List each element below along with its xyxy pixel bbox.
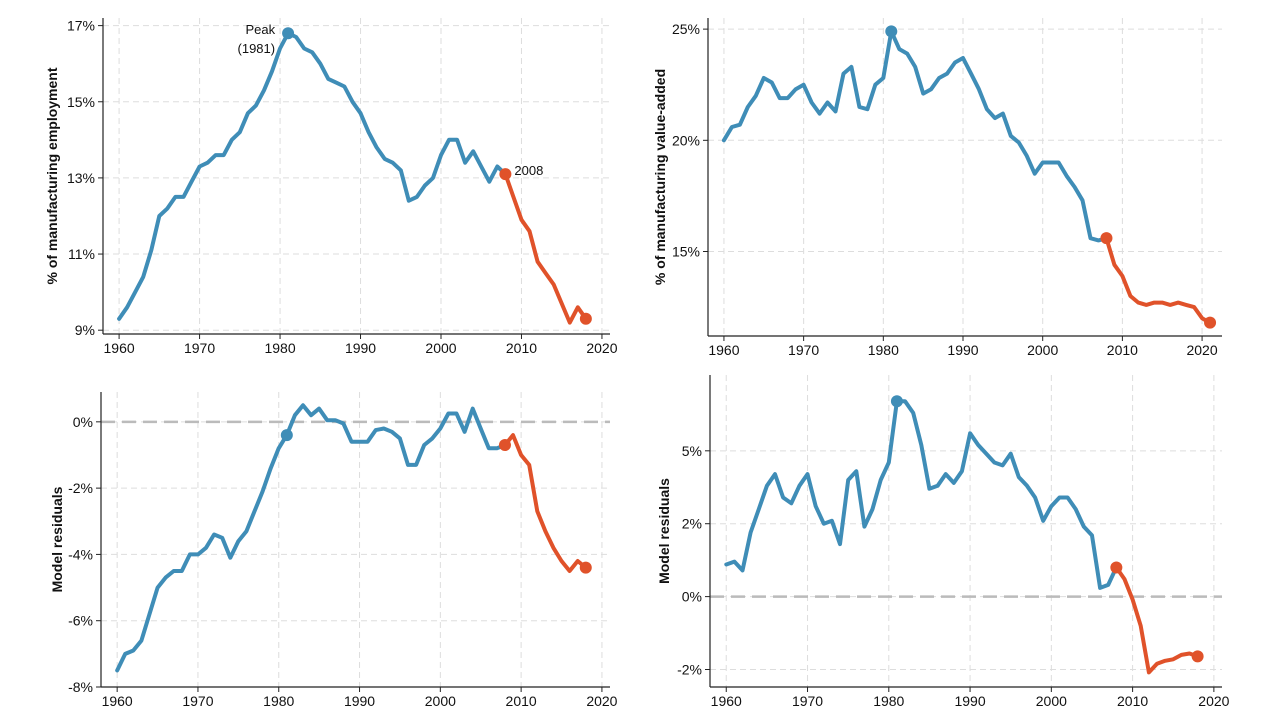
series-line-post-2008 [1104,236,1212,325]
x-tick-label: 2000 [1036,693,1067,709]
x-tick-label: 1980 [264,340,295,356]
highlight-point [890,395,903,408]
x-tick-label: 2010 [506,693,537,709]
x-tick-label: 1980 [263,693,294,709]
x-tick-label: 1970 [184,340,215,356]
y-tick-label: -2% [677,662,702,678]
x-tick-label: 2020 [586,693,617,709]
chart-panel-3: 1960 1970 1980 1990 2000 2010 2020 -8% -6% -4% -2%… [49,392,618,709]
y-axis-title: Model residuals [49,486,65,592]
x-tick-label: 1970 [792,693,823,709]
annotation-label: 2008 [514,163,543,178]
x-tick-label: 1970 [182,693,213,709]
chart-panel-4: 1960 1970 1980 1990 2000 2010 2020 -2% 0% 2% 5% Mod… [656,375,1230,709]
y-tick-label: 25% [672,21,700,37]
y-tick-label: 15% [672,243,700,259]
x-tick-label: 2020 [1186,342,1217,358]
chart-panel-1: 1960 1970 1980 1990 2000 2010 2020 9% 11% 13% 15% 1… [44,18,618,356]
x-tick-label: 1960 [102,693,133,709]
x-tick-label: 2020 [586,340,617,356]
series-line-pre-2008 [117,31,508,321]
x-tick-label: 2010 [1107,342,1138,358]
y-tick-label: 9% [75,322,95,338]
y-tick-label: 20% [672,132,700,148]
x-tick-label: 1990 [954,693,985,709]
x-tick-label: 2000 [425,693,456,709]
series-line-post-2008 [503,433,588,573]
x-tick-label: 1960 [708,342,739,358]
x-tick-label: 2000 [1027,342,1058,358]
highlight-point [1100,232,1113,245]
annotation-label: (1981) [238,41,276,56]
y-tick-label: 17% [67,18,95,34]
x-tick-label: 1980 [873,693,904,709]
series-line-post-2008 [1114,565,1200,675]
x-tick-label: 2010 [1117,693,1148,709]
x-tick-label: 1990 [344,693,375,709]
x-tick-label: 1960 [711,693,742,709]
series-line-pre-2008 [115,403,507,673]
x-tick-label: 1990 [345,340,376,356]
y-tick-label: 0% [73,414,93,430]
y-tick-label: -6% [68,613,93,629]
x-tick-label: 2010 [506,340,537,356]
series-line-post-2008 [503,172,588,325]
y-tick-label: 13% [67,170,95,186]
chart-panel-2: 1960 1970 1980 1990 2000 2010 2020 15% 20% 25% % o… [652,18,1222,358]
y-tick-label: 11% [68,246,95,262]
highlight-point [1191,650,1204,663]
highlight-point [498,439,511,452]
highlight-point [1204,316,1217,329]
x-tick-label: 1990 [947,342,978,358]
y-axis-title: Model residuals [656,478,672,584]
x-tick-label: 1970 [788,342,819,358]
highlight-point [499,168,512,181]
highlight-point [579,561,592,574]
highlight-point [579,312,592,325]
y-axis-title: % of manufacturing employment [44,67,60,284]
series-line-pre-2008 [724,399,1119,590]
highlight-point [280,429,293,442]
y-axis-title: % of manufacturing value-added [652,69,668,285]
x-tick-label: 1980 [868,342,899,358]
x-tick-label: 2020 [1198,693,1229,709]
y-tick-label: 5% [682,443,702,459]
y-tick-label: -4% [68,546,93,562]
annotation-label: Peak [245,22,275,37]
x-tick-label: 2000 [425,340,456,356]
highlight-point [885,25,898,38]
highlight-point [1110,561,1123,574]
highlight-point [282,27,295,40]
y-tick-label: 0% [682,589,702,605]
series-line-pre-2008 [721,29,1109,243]
y-tick-label: 2% [682,516,702,532]
x-tick-label: 1960 [104,340,135,356]
y-tick-label: -8% [68,679,93,695]
y-tick-label: 15% [67,94,95,110]
y-tick-label: -2% [68,480,93,496]
